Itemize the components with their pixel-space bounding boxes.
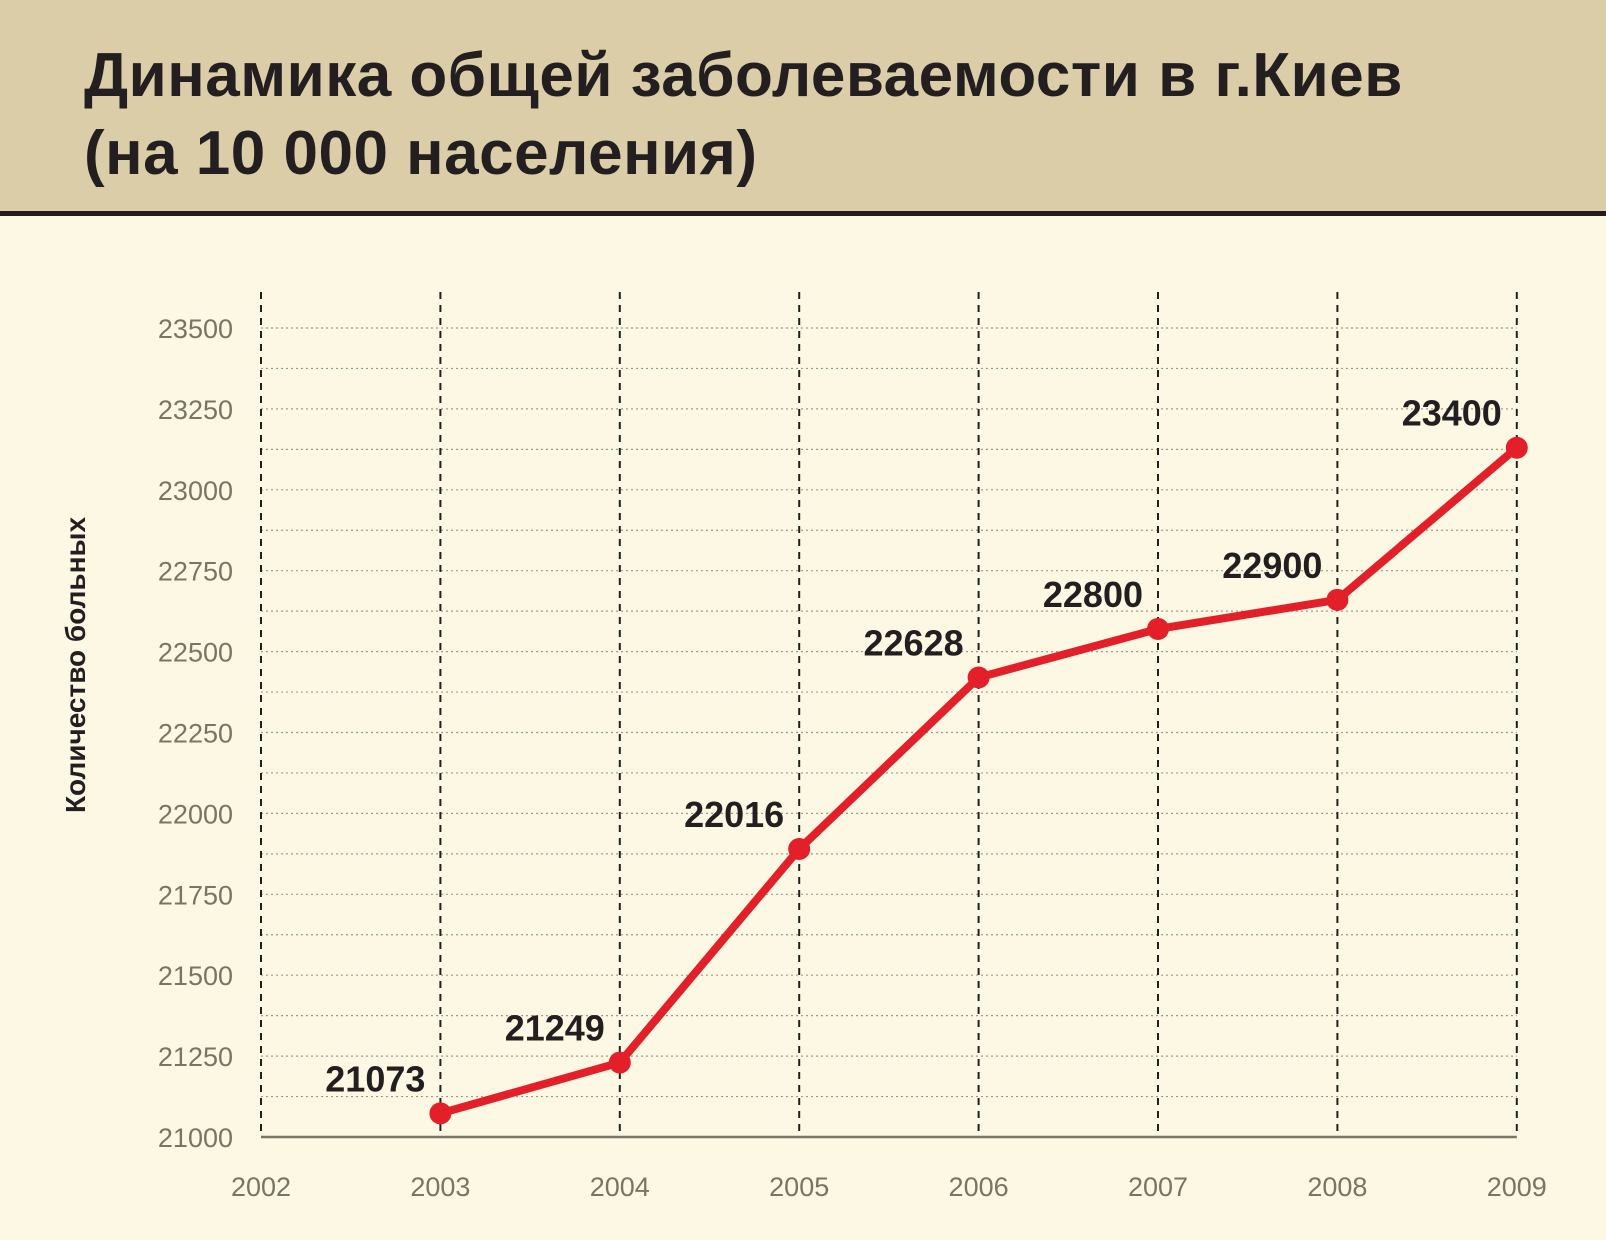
y-tick-label: 22000 (158, 799, 233, 829)
data-label-2003: 21073 (325, 1058, 425, 1099)
data-point-2007 (1147, 617, 1169, 640)
data-label-2004: 21249 (505, 1008, 605, 1049)
x-tick-label: 2007 (1128, 1172, 1188, 1202)
data-point-2006 (967, 666, 990, 689)
x-tick-label: 2008 (1307, 1172, 1367, 1202)
x-tick-label: 2002 (231, 1172, 291, 1202)
y-tick-label: 23000 (158, 476, 233, 506)
chart-title: Динамика общей заболеваемости в г.Киев (84, 41, 1403, 110)
data-point-2004 (608, 1051, 631, 1074)
y-tick-label: 22750 (158, 557, 233, 587)
chart-subtitle: (на 10 000 населения) (84, 119, 758, 188)
data-label-2008: 22900 (1222, 545, 1322, 586)
data-point-2003 (429, 1102, 452, 1125)
y-tick-label: 21750 (158, 880, 233, 910)
x-tick-label: 2003 (410, 1172, 470, 1202)
data-label-2007: 22800 (1043, 574, 1143, 615)
data-point-2005 (788, 837, 811, 860)
data-label-2009: 23400 (1402, 393, 1502, 434)
data-label-2005: 22016 (684, 794, 784, 835)
y-tick-label: 21500 (158, 961, 233, 991)
y-tick-label: 21250 (158, 1042, 233, 1072)
y-tick-label: 21000 (158, 1123, 233, 1153)
data-label-2006: 22628 (863, 622, 963, 663)
y-tick-label: 22250 (158, 719, 233, 749)
data-point-2009 (1505, 436, 1528, 459)
y-tick-label: 22500 (158, 638, 233, 668)
header-band: Динамика общей заболеваемости в г.Киев (… (0, 0, 1606, 216)
x-tick-label: 2004 (590, 1172, 650, 1202)
x-tick-label: 2006 (949, 1172, 1009, 1202)
x-tick-label: 2005 (769, 1172, 829, 1202)
y-tick-label: 23250 (158, 395, 233, 425)
y-tick-label: 23500 (158, 314, 233, 344)
data-point-2008 (1326, 588, 1349, 611)
x-tick-label: 2009 (1487, 1172, 1547, 1202)
